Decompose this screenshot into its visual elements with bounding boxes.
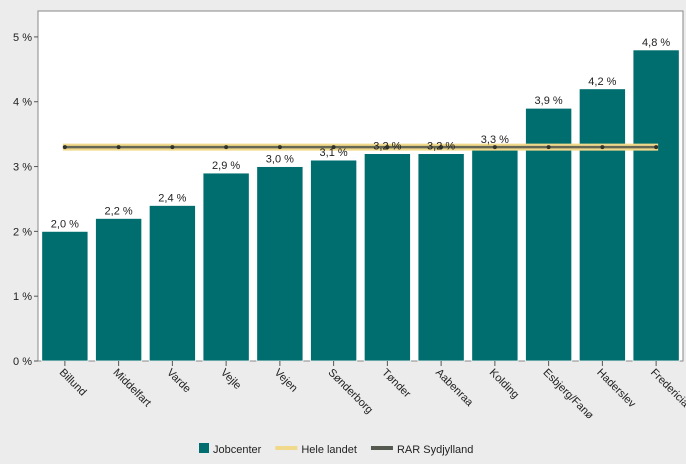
x-tick-label: Tønder [379,367,413,401]
bar-data-label: 3,1 % [320,147,348,159]
bar [95,218,143,362]
plot-area [37,10,684,362]
legend: Jobcenter Hele landet RAR Sydjylland [199,443,473,456]
bar-data-label: 3,2 % [373,141,401,153]
rar-sydjylland-point [277,145,282,150]
x-tick-label: Billund [57,367,89,399]
bar-data-label: 2,9 % [212,160,240,172]
bar-data-label: 3,3 % [481,134,509,146]
legend-swatch [370,446,393,450]
y-tick-label: 4 % [13,97,32,109]
bar [417,153,465,362]
legend-swatch [199,443,209,453]
rar-sydjylland-point [492,145,497,150]
legend-swatch [275,446,298,450]
y-tick-label: 5 % [13,32,32,44]
y-tick-label: 1 % [13,291,32,303]
legend-label: RAR Sydjylland [397,444,473,456]
bar [41,230,89,362]
x-tick-label: Kolding [487,367,521,401]
bar [148,205,196,362]
x-tick-label: Aabenraa [433,367,476,410]
rar-sydjylland-point [170,145,175,150]
bar-data-label: 4,2 % [588,76,616,88]
bar-data-label: 3,2 % [427,141,455,153]
x-tick-label: Vejle [218,367,243,392]
rar-sydjylland-point [331,145,336,150]
x-axis: Billund Middelfart Varde Vejle Vejen Sønderbo… [57,361,686,422]
legend-item: Hele landet [275,444,357,456]
bar [310,159,358,362]
legend-label: Hele landet [301,444,357,456]
bar-data-label: 2,2 % [105,205,133,217]
bar [578,88,626,362]
bar-data-label: 3,9 % [535,95,563,107]
reference-lines [62,143,659,151]
rar-sydjylland-point [116,145,121,150]
legend-label: Jobcenter [213,444,262,456]
bar-data-label: 3,0 % [266,154,294,166]
bar-labels: 2,0 % 2,2 % 2,4 % 2,9 % 3,0 % 3,1 % 3,2 % 3,2 %… [51,37,671,230]
bar [256,166,304,362]
legend-item: Jobcenter [199,443,262,456]
bar [471,146,519,362]
x-tick-label: Middelfart [111,367,154,410]
bar-data-label: 4,8 % [642,37,670,49]
y-tick-label: 2 % [13,226,32,238]
rar-sydjylland-point [439,145,444,150]
y-tick-label: 3 % [13,162,32,174]
rar-sydjylland-point [546,145,551,150]
x-tick-label: Haderslev [594,367,638,411]
x-tick-label: Varde [164,367,193,396]
rar-sydjylland-point [654,145,659,150]
bar-data-label: 2,4 % [158,192,186,204]
y-axis: 0 % 1 % 2 % 3 % 4 % 5 % [13,32,38,368]
x-tick-label: Sønderborg [326,367,376,417]
y-tick-label: 0 % [13,356,32,368]
rar-sydjylland-point [385,145,390,150]
x-tick-label: Fredericia [648,367,686,411]
bar [363,153,411,362]
bar-data-label: 2,0 % [51,218,79,230]
rar-sydjylland-point [224,145,229,150]
x-tick-label: Esbjerg/Fanø [541,367,596,422]
bar [202,172,250,362]
x-tick-label: Vejen [272,367,300,395]
rar-sydjylland-point [600,145,605,150]
rar-sydjylland-point [62,145,67,150]
legend-item: RAR Sydjylland [370,444,473,456]
bar [632,49,680,362]
